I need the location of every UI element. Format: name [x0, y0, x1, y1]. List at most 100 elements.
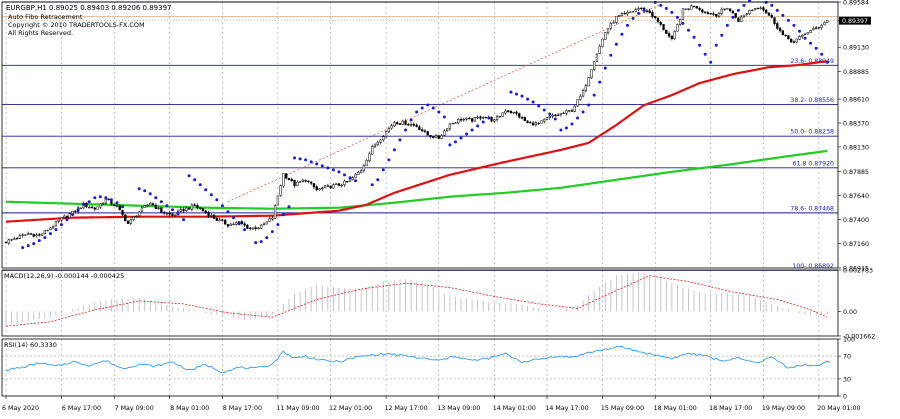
sar-dot	[392, 148, 396, 152]
sar-dot	[226, 210, 230, 214]
candle-body	[35, 234, 38, 237]
candle-body	[695, 6, 698, 9]
candle-body	[18, 235, 22, 239]
candle-body	[665, 29, 668, 34]
candle-body	[387, 128, 391, 133]
candle-body	[753, 8, 757, 11]
candle-body	[293, 179, 296, 187]
sar-dot	[370, 183, 374, 187]
sar-dot	[770, 3, 774, 7]
sar-dot	[520, 94, 524, 98]
candle-body	[609, 23, 612, 29]
sar-dot	[165, 204, 169, 208]
candle-body	[690, 5, 693, 10]
candle-body	[115, 205, 119, 207]
sar-dot	[121, 205, 125, 209]
candle-body	[40, 233, 44, 236]
candle-body	[573, 106, 576, 112]
sar-dot	[792, 23, 796, 27]
sar-dot	[675, 15, 679, 19]
candle-body	[143, 205, 146, 208]
sar-dot	[548, 112, 552, 116]
sar-dot	[32, 242, 36, 246]
fibo-level-label: 50.0- 0.88238	[790, 129, 834, 136]
candle-body	[515, 111, 518, 114]
candle-body	[204, 210, 207, 214]
candle-body	[240, 221, 243, 224]
candle-body	[285, 173, 288, 179]
candle-body	[368, 153, 371, 161]
sar-dot	[398, 138, 402, 142]
candle-body	[307, 180, 310, 182]
candle-body	[74, 210, 77, 212]
sar-dot	[786, 18, 790, 22]
candle-body	[337, 183, 341, 186]
candle-body	[229, 223, 232, 226]
candle-body	[298, 181, 302, 183]
fibo-level-label: 61.8 0.87920	[793, 160, 834, 167]
candle-body	[731, 11, 735, 14]
candle-body	[85, 202, 88, 208]
candle-body	[556, 114, 560, 116]
sar-dot	[65, 218, 69, 222]
candle-body	[301, 179, 305, 182]
macd-y-label: 0.00	[843, 309, 857, 316]
candle-body	[518, 113, 521, 118]
candle-body	[626, 11, 629, 15]
candle-body	[620, 13, 624, 16]
y-tick-label: 0.87640	[843, 193, 869, 200]
candle-body	[659, 22, 662, 25]
sar-dot	[37, 239, 41, 243]
sar-dot	[625, 23, 629, 27]
ma-fast-line	[5, 60, 828, 223]
candle-body	[165, 213, 169, 215]
candle-body	[584, 85, 588, 92]
candle-body	[224, 219, 227, 225]
candle-body	[393, 122, 396, 127]
candle-body	[49, 227, 52, 230]
candle-body	[698, 8, 701, 10]
sar-dot	[415, 110, 419, 114]
sar-dot	[209, 193, 213, 197]
sar-dot	[220, 204, 224, 208]
candle-body	[595, 53, 599, 62]
candle-body	[365, 160, 368, 166]
sar-dot	[564, 126, 568, 130]
candle-body	[335, 183, 338, 185]
rsi-title: RSI(14) 60.3330	[4, 341, 57, 349]
candle-body	[687, 8, 690, 10]
candle-body	[548, 115, 551, 119]
candle-body	[606, 28, 610, 34]
candle-body	[429, 134, 432, 137]
sar-dot	[26, 244, 30, 248]
candle-body	[140, 207, 144, 212]
sar-dot	[298, 157, 302, 161]
chart-header: EURGBP,H1 0.89025 0.89403 0.89206 0.8939…	[6, 4, 172, 12]
candle-body	[423, 130, 427, 132]
candle-body	[470, 118, 474, 122]
candle-body	[617, 15, 621, 17]
sar-dot	[470, 128, 474, 132]
candle-body	[262, 223, 266, 226]
y-tick-label: 0.88610	[843, 97, 869, 104]
sar-dot	[320, 164, 324, 168]
candle-body	[490, 116, 493, 122]
candle-body	[509, 111, 513, 114]
candle-body	[4, 241, 8, 244]
candle-body	[7, 239, 10, 244]
candle-body	[246, 224, 249, 229]
candle-body	[598, 45, 601, 54]
candle-body	[215, 218, 219, 221]
candle-body	[448, 123, 452, 130]
sar-dot	[598, 80, 602, 84]
sar-dot	[232, 216, 236, 220]
indicator-name: Auto Fibo Retracement	[8, 13, 83, 21]
candle-body	[146, 204, 149, 207]
candle-body	[407, 124, 410, 126]
candle-body	[765, 9, 768, 14]
candle-body	[157, 207, 160, 210]
candle-body	[493, 119, 496, 122]
rsi-y-label: 0	[843, 394, 847, 401]
